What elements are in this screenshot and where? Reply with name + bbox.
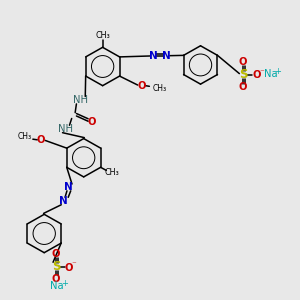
Text: NH: NH: [73, 94, 88, 105]
Text: O: O: [64, 262, 73, 272]
Text: Na: Na: [264, 69, 278, 79]
Text: O: O: [137, 81, 146, 91]
Text: S: S: [239, 68, 248, 81]
Text: NH: NH: [58, 124, 73, 134]
Text: Na: Na: [50, 281, 64, 291]
Text: N: N: [64, 182, 73, 192]
Text: +: +: [274, 67, 281, 76]
Text: O: O: [252, 70, 261, 80]
Text: CH₃: CH₃: [104, 168, 119, 177]
Text: +: +: [61, 279, 68, 288]
Text: O: O: [52, 274, 61, 284]
Text: ⁻: ⁻: [71, 261, 76, 270]
Text: O: O: [37, 135, 45, 145]
Text: O: O: [88, 117, 97, 127]
Text: ⁻: ⁻: [259, 68, 264, 77]
Text: CH₃: CH₃: [95, 31, 110, 40]
Text: S: S: [52, 260, 61, 273]
Text: O: O: [239, 58, 248, 68]
Text: CH₃: CH₃: [18, 132, 32, 141]
Text: N: N: [162, 51, 171, 61]
Text: N: N: [59, 196, 68, 206]
Text: N: N: [149, 51, 158, 61]
Text: CH₃: CH₃: [152, 84, 167, 93]
Text: O: O: [52, 249, 61, 259]
Text: O: O: [239, 82, 248, 92]
